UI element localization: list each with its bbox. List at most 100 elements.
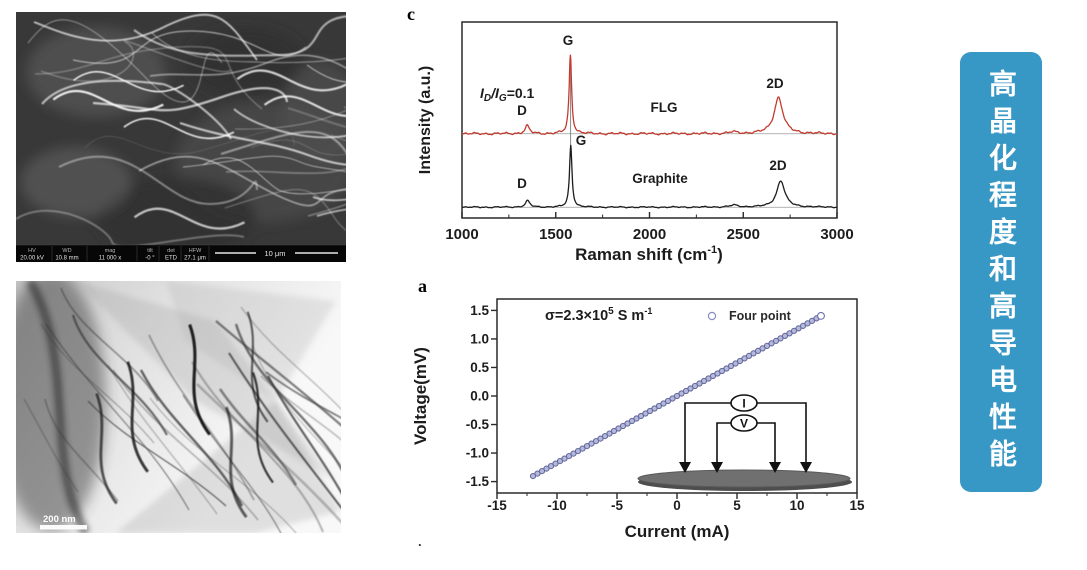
sem-info-label: mag (105, 248, 116, 254)
sem-wisp (15, 209, 245, 248)
tem-fold-line (107, 364, 218, 515)
data-point (799, 322, 807, 330)
sem-info-label: det (167, 248, 175, 254)
tem-fold-line (228, 352, 344, 511)
sample-disc (637, 469, 851, 488)
raman-peak-labels: D G 2D FLG D G 2D Graphite (517, 33, 787, 191)
tem-fold-dark (188, 323, 211, 436)
iv-inset-four-point-probe: I V (637, 394, 852, 491)
data-point (642, 410, 649, 417)
data-point (601, 433, 609, 440)
data-point (705, 375, 712, 382)
data-point (565, 453, 573, 460)
data-point (543, 465, 550, 472)
data-point (745, 352, 753, 360)
tem-fold-line (23, 398, 79, 493)
sem-wisp (40, 40, 232, 82)
sem-wisp (58, 155, 259, 206)
x-tick-label: 10 (789, 498, 804, 513)
data-point (637, 412, 645, 420)
iv-chart: a -15 -10 -5 0 5 10 15 1.5 1.0 0.5 0.0 -0.5 -1.0 -1.5… (398, 276, 878, 565)
data-point (651, 405, 658, 412)
curve-label: Graphite (632, 171, 688, 186)
data-point (687, 385, 694, 392)
data-point (547, 463, 555, 470)
data-point (709, 372, 717, 380)
raman-id-ig-annotation: ID/IG=0.1 (480, 85, 535, 104)
iv-conductivity-annotation: σ=2.3×105 S m-1 (545, 306, 652, 324)
crystallinity-banner: 高晶化程度和高导电性能 (960, 52, 1042, 492)
sem-wisp (34, 45, 263, 110)
sem-wisp (27, 19, 223, 103)
data-point (718, 367, 726, 375)
data-point (552, 460, 559, 467)
data-point (673, 392, 681, 400)
voltmeter-label: V (740, 417, 748, 431)
data-point (660, 400, 667, 407)
y-tick-label: -1.0 (466, 446, 489, 461)
x-tick-label: 1000 (445, 226, 478, 243)
tem-fold-line (191, 361, 324, 533)
tem-fold-line (234, 323, 353, 491)
data-point (759, 345, 766, 352)
sem-info-label: tilt (147, 248, 153, 254)
data-point (754, 347, 762, 355)
data-point (786, 330, 793, 337)
y-tick-label: 0.0 (470, 389, 489, 404)
data-point (628, 417, 636, 425)
tem-fold-line (218, 388, 298, 486)
raman-xlabel: Raman shift (cm-1) (575, 244, 723, 264)
data-point (606, 430, 613, 437)
curve-label: D (517, 176, 527, 191)
sem-scale-label: 10 μm (265, 249, 286, 258)
data-point (655, 402, 663, 410)
sem-wisp (41, 79, 232, 140)
sem-wisp-bright (123, 117, 235, 140)
data-point (556, 458, 564, 465)
y-tick-label: -0.5 (466, 417, 490, 432)
sem-wisp (138, 155, 385, 207)
y-tick-label: 1.0 (470, 331, 489, 346)
sem-info-value: 11 000 x (99, 256, 122, 262)
data-point (534, 470, 541, 477)
iv-ylabel: Voltage(mV) (411, 347, 430, 445)
raman-axes: 1000 1500 2000 2500 3000 (445, 212, 854, 243)
stray-period-mark: . (418, 534, 422, 549)
tem-fold-line (60, 287, 159, 402)
data-point (529, 473, 537, 480)
data-point (700, 377, 708, 385)
data-point (804, 320, 811, 327)
tem-fold-dark (225, 406, 248, 519)
curve-label: D (517, 103, 527, 118)
curve-label: G (576, 133, 587, 148)
sem-info-label: WD (62, 248, 71, 254)
iv-data-points (529, 312, 825, 480)
data-point (588, 440, 595, 447)
tem-fold-dark (251, 372, 274, 484)
y-tick-label: 1.5 (470, 303, 489, 318)
x-tick-label: 2500 (727, 226, 760, 243)
iv-axes: -15 -10 -5 0 5 10 15 1.5 1.0 0.5 0.0 -0.5 -1.0 -1.5 (466, 303, 865, 513)
data-point (723, 365, 730, 372)
sem-wisp (33, 13, 258, 61)
tem-texture-sheets (0, 271, 341, 536)
sem-info-value: 10.8 mm (55, 256, 78, 262)
spectrum-curve-flg (461, 54, 838, 136)
y-tick-label: -1.5 (466, 474, 490, 489)
data-point (538, 468, 546, 475)
sem-info-value: 27.1 μm (184, 256, 206, 262)
sem-info-bar: HV 20.00 kV WD 10.8 mm mag 11 000 x tilt -0 ° de… (16, 244, 346, 262)
data-point (727, 362, 735, 370)
ammeter-label: I (742, 397, 745, 411)
data-point (610, 427, 618, 435)
data-point (795, 325, 802, 332)
data-point (781, 332, 789, 340)
ammeter-symbol (730, 394, 758, 412)
data-point (570, 450, 577, 457)
sem-wisp-bright (133, 207, 246, 230)
data-point (579, 445, 586, 452)
data-point (664, 397, 672, 405)
data-point (808, 317, 816, 325)
tem-micrograph-canvas: 200 nm (0, 271, 424, 570)
data-point (646, 407, 654, 415)
